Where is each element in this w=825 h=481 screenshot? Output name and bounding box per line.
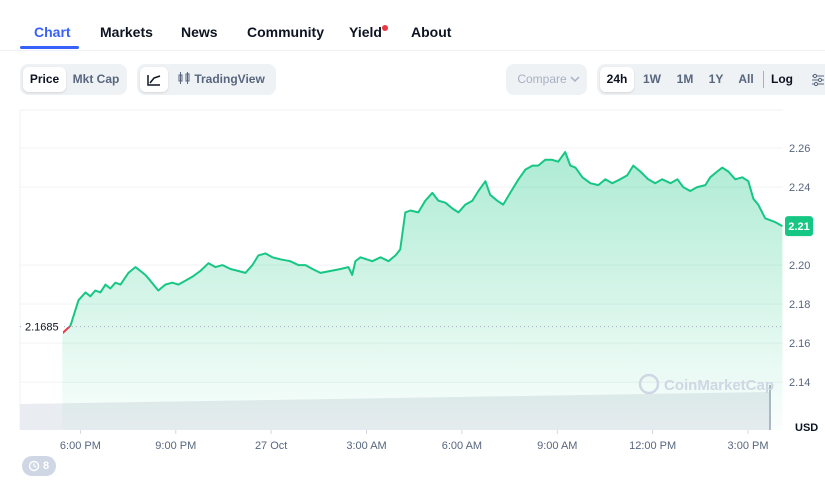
y-tick-label: 2.24	[789, 182, 810, 194]
last-price-label: 2.21	[788, 221, 809, 233]
tab[interactable]: News	[181, 24, 218, 40]
range-toggle: 24h 1W 1M 1Y All Log	[597, 64, 825, 95]
clock-icon	[28, 460, 40, 472]
last-price-badge	[785, 216, 813, 237]
x-tick-label: 6:00 PM	[60, 440, 101, 452]
series-toggle: Price Mkt Cap	[20, 64, 127, 95]
compare-dropdown[interactable]: Compare	[506, 64, 587, 95]
candle-icon	[178, 72, 190, 84]
x-tick-label: 9:00 AM	[537, 440, 577, 452]
chevron	[570, 76, 580, 83]
range-button[interactable]: 1M	[676, 72, 694, 86]
line-icon	[147, 75, 161, 86]
reference-label-bg	[23, 318, 63, 335]
tab-underline	[20, 46, 79, 49]
reference-label: 2.1685	[25, 322, 59, 334]
y-tick-label: 2.16	[789, 338, 810, 350]
y-tick-label: 2.18	[789, 299, 810, 311]
y-tick-label: 2.20	[789, 260, 810, 272]
notification-dot	[382, 25, 388, 31]
compare-label: Compare	[517, 72, 567, 86]
x-tick-label: 6:00 AM	[442, 440, 482, 452]
line-chart-button[interactable]	[140, 67, 168, 92]
x-tick-label: 3:00 PM	[728, 440, 769, 452]
x-tick-label: 9:00 PM	[155, 440, 196, 452]
history-badge[interactable]: 8	[22, 456, 56, 476]
range-button[interactable]: All	[738, 72, 754, 86]
y-tick-label: 2.14	[789, 377, 810, 389]
tab[interactable]: Community	[247, 24, 324, 40]
price-area	[62, 152, 783, 430]
tab[interactable]: Chart	[34, 24, 71, 40]
tab-separator	[0, 50, 825, 51]
x-tick-label: 27 Oct	[255, 440, 287, 452]
range-button[interactable]: 1W	[643, 72, 661, 86]
x-tick-label: 3:00 AM	[346, 440, 386, 452]
toggle-button[interactable]: Mkt Cap	[72, 72, 120, 86]
range-button[interactable]: 1Y	[708, 72, 724, 86]
log-button[interactable]: Log	[771, 72, 793, 86]
badge-count: 8	[43, 460, 50, 472]
divider	[763, 71, 764, 88]
tab[interactable]: About	[411, 24, 452, 40]
tradingview-label: TradingView	[194, 72, 265, 86]
chart-type-toggle: TradingView	[137, 64, 276, 95]
range-button[interactable]: 24h	[600, 67, 634, 92]
y-tick-label: 2.26	[789, 143, 810, 155]
x-tick-label: 12:00 PM	[629, 440, 676, 452]
watermark-logo	[638, 373, 660, 395]
toggle-button[interactable]: Price	[23, 67, 66, 92]
tab[interactable]: Yield	[349, 24, 382, 40]
price-line	[61, 151, 783, 335]
tradingview-button[interactable]: TradingView	[177, 67, 273, 92]
tab[interactable]: Markets	[100, 24, 153, 40]
watermark: CoinMarketCap	[664, 377, 774, 394]
y-unit: USD	[795, 422, 818, 434]
settings-icon[interactable]	[811, 73, 825, 87]
